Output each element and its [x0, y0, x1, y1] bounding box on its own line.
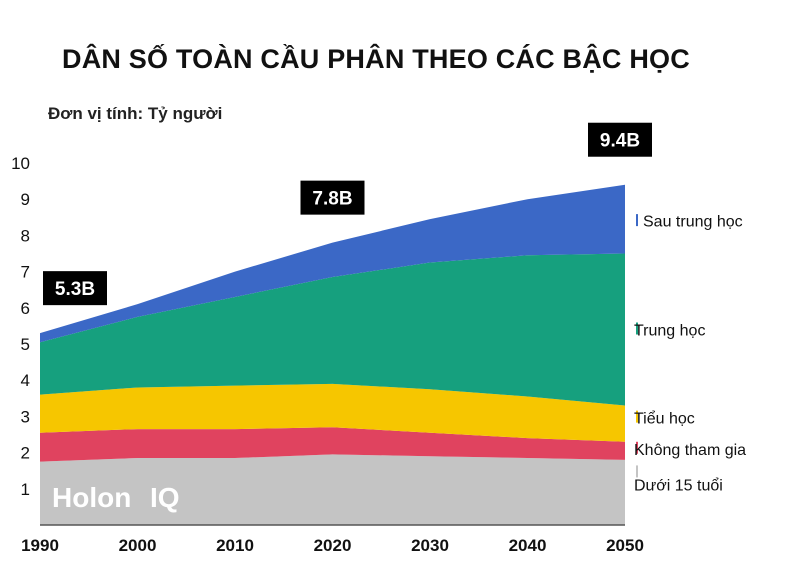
legend-marker-tieu-hoc [636, 410, 638, 423]
callout-box [300, 180, 365, 215]
callout-2020: 7.8B [300, 180, 365, 215]
x-tick-label: 2020 [314, 536, 352, 555]
callout-1990: 5.3B [43, 271, 107, 306]
area-layers [40, 184, 625, 525]
legend-label-trung-hoc: Trung học [634, 323, 705, 340]
y-tick-label: 2 [21, 444, 30, 463]
x-tick-label: 2000 [119, 536, 157, 555]
y-tick-label: 8 [21, 226, 30, 245]
y-tick-label: 9 [21, 190, 30, 209]
watermark-suffix: IQ [150, 482, 180, 513]
legend: Dưới 15 tuổi Không tham gia Tiểu học Trung … [634, 213, 746, 494]
x-tick-label: 2050 [606, 536, 644, 555]
legend-marker-khong-tham-gia [636, 441, 638, 454]
y-tick-label: 5 [21, 335, 30, 354]
y-tick-label: 3 [21, 407, 30, 426]
legend-label-duoi-15-tuoi: Dưới 15 tuổi [634, 476, 723, 494]
area-duoi-15-tuoi [40, 454, 625, 525]
y-tick-label: 4 [21, 371, 30, 390]
x-tick-label: 2030 [411, 536, 449, 555]
callout-label: 7.8B [312, 189, 352, 210]
callout-box [588, 122, 652, 157]
watermark-brand: Holon [52, 482, 131, 513]
y-tick-label: 7 [21, 263, 30, 282]
y-tick-label: 10 [11, 154, 30, 173]
callout-label: 9.4B [600, 131, 640, 152]
y-tick-label: 1 [21, 480, 30, 499]
y-tick-label: 6 [21, 299, 30, 318]
legend-label-khong-tham-gia: Không tham gia [634, 442, 746, 459]
x-axis-ticks: 1990 2000 2010 2020 2030 2040 2050 [21, 536, 644, 555]
x-tick-label: 2010 [216, 536, 254, 555]
total-callouts: 5.3B 7.8B 9.4B [43, 122, 652, 306]
holoniq-watermark: Holon IQ [52, 482, 180, 513]
x-tick-label: 2040 [509, 536, 547, 555]
area-khong-tham-gia [40, 427, 625, 462]
legend-marker-duoi-15-tuoi [636, 465, 638, 478]
chart-title: DÂN SỐ TOÀN CẦU PHÂN THEO CÁC BẬC HỌC [62, 44, 690, 74]
legend-label-tieu-hoc: Tiểu học [634, 410, 695, 428]
x-tick-label: 1990 [21, 536, 59, 555]
y-axis-ticks: 1 2 3 4 5 6 7 8 9 10 [11, 154, 30, 499]
area-sau-trung-hoc [40, 184, 625, 343]
legend-marker-sau-trung-hoc [636, 214, 638, 227]
legend-marker-trung-hoc [636, 322, 638, 335]
area-tieu-hoc [40, 383, 625, 442]
unit-label: Đơn vị tính: Tỷ người [48, 104, 223, 123]
callout-box [43, 271, 107, 306]
callout-2050: 9.4B [588, 122, 652, 157]
area-trung-hoc [40, 253, 625, 406]
callout-label: 5.3B [55, 279, 95, 300]
legend-label-sau-trung-hoc: Sau trung học [643, 213, 743, 230]
